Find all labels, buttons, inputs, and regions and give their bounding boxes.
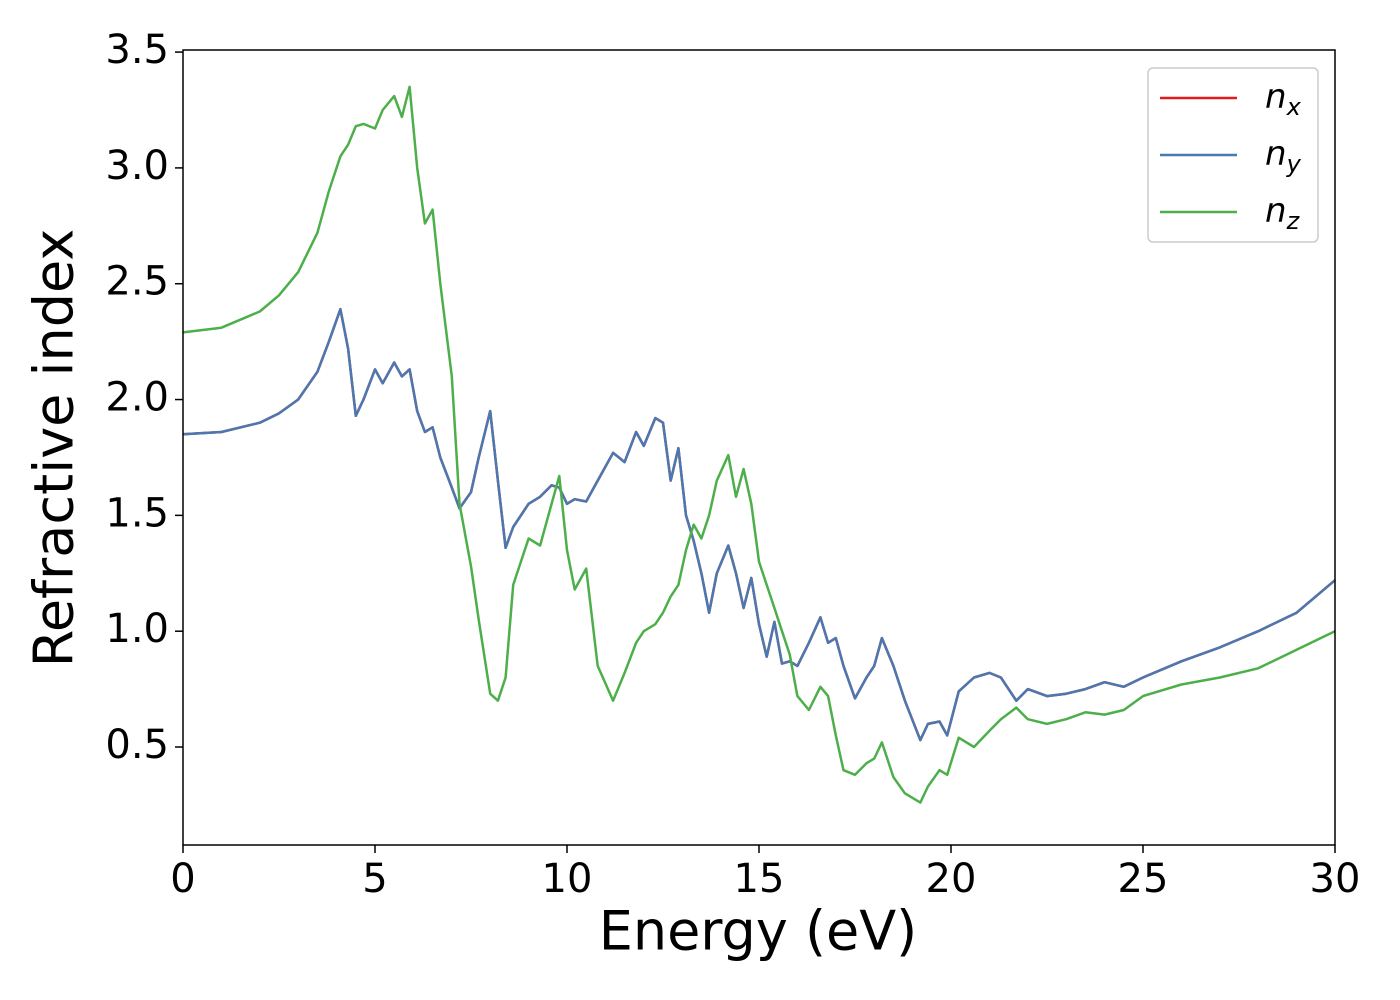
x-tick-label: 25 [1118, 856, 1169, 902]
x-tick-label: 0 [170, 856, 195, 902]
y-tick-label: 1.5 [105, 490, 169, 536]
y-axis-label: Refractive index [23, 229, 86, 668]
series-line [182, 307, 1336, 742]
y-tick-label: 1.0 [105, 606, 169, 652]
series-line [182, 85, 1336, 804]
y-tick-label: 3.5 [105, 27, 169, 73]
legend-label: ny [1265, 134, 1302, 179]
series-line [182, 307, 1336, 742]
y-tick-label: 0.5 [105, 722, 169, 768]
legend-label: nz [1265, 191, 1301, 236]
plot-frame [182, 49, 1336, 846]
x-tick-label: 5 [362, 856, 387, 902]
y-tick-label: 3.0 [105, 143, 169, 189]
y-tick-label: 2.5 [105, 259, 169, 305]
y-tick-label: 2.0 [105, 375, 169, 421]
x-tick-label: 30 [1310, 856, 1361, 902]
x-axis-label: Energy (eV) [599, 900, 918, 963]
x-tick-label: 20 [926, 856, 977, 902]
x-tick-label: 15 [734, 856, 785, 902]
x-tick-label: 10 [542, 856, 593, 902]
legend-label: nx [1265, 77, 1302, 122]
